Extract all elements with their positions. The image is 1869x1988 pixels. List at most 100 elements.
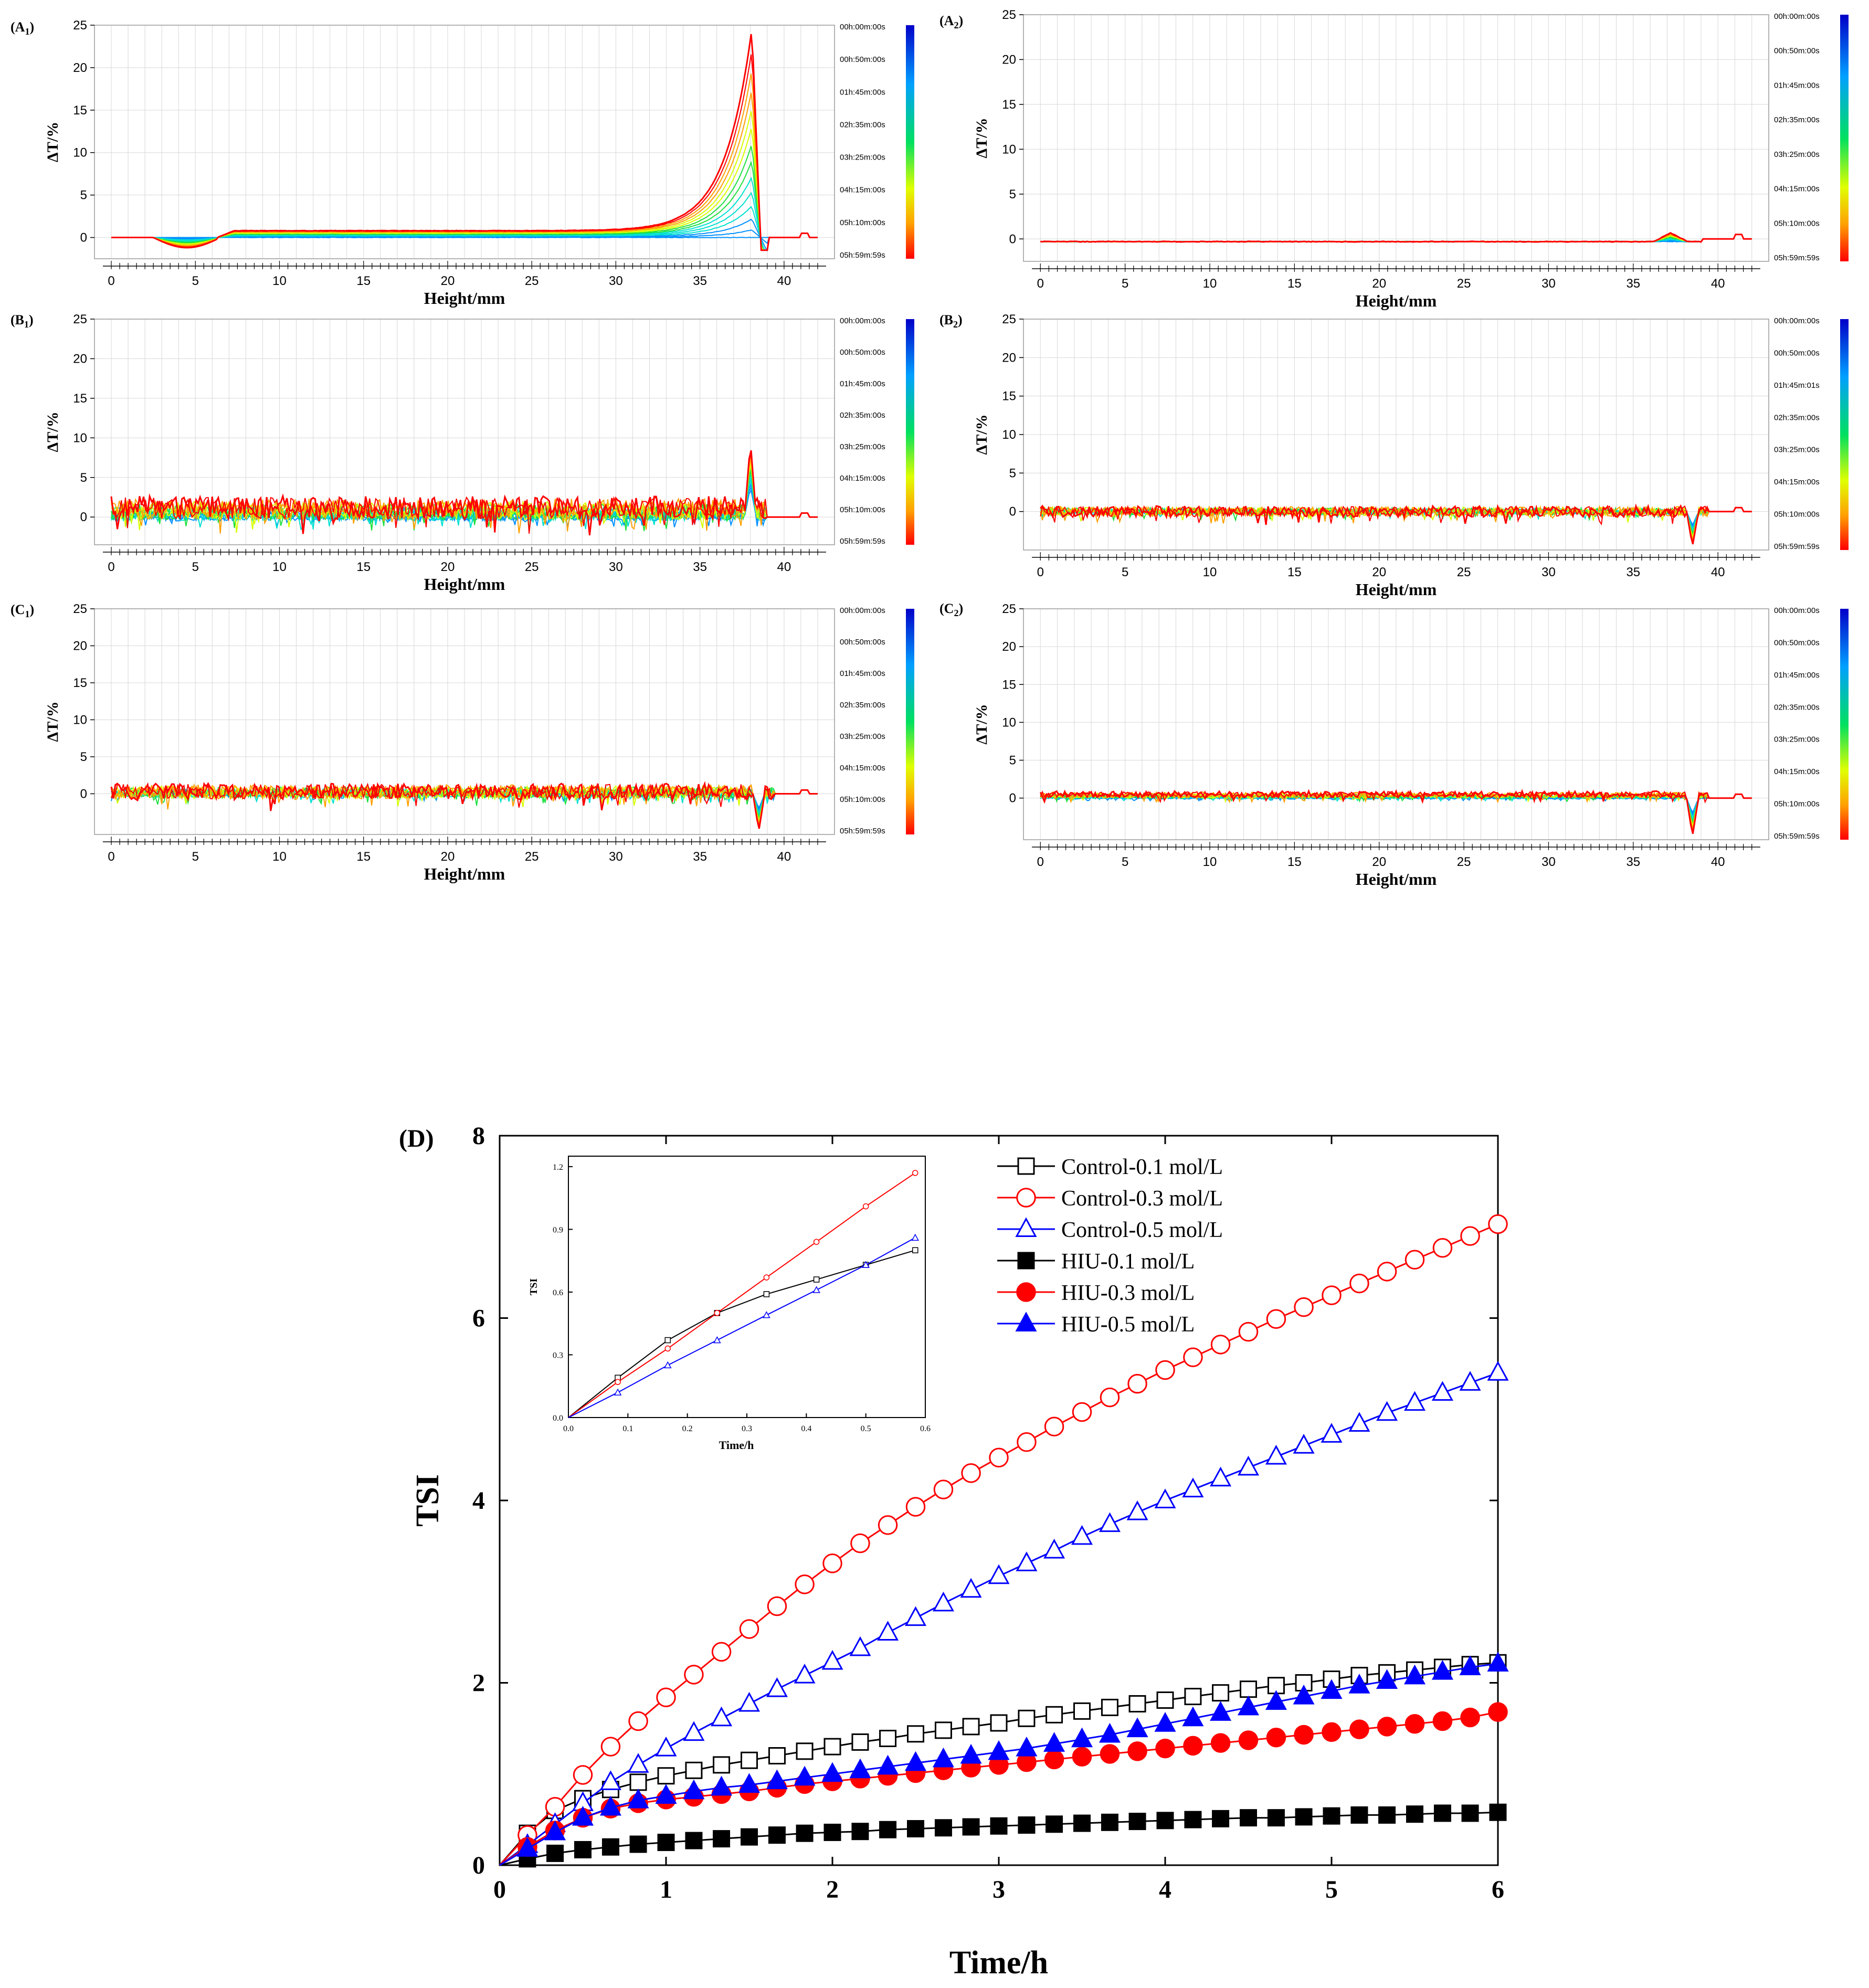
legend-label: Control-0.1 mol/L (1061, 1155, 1223, 1179)
data-point (546, 1844, 564, 1862)
y-tick-label: 0 (1009, 232, 1016, 246)
data-point (1099, 1512, 1121, 1532)
data-point (574, 1841, 592, 1858)
x-tick-label: 20 (441, 560, 455, 574)
plot-frame (94, 608, 835, 835)
data-point (1433, 1804, 1451, 1822)
data-point (1461, 1804, 1479, 1822)
data-point (1071, 1727, 1093, 1748)
inset-data-point (812, 1286, 820, 1293)
data-point (1072, 1747, 1092, 1767)
y-tick-label: 15 (1002, 98, 1016, 112)
panel-label-sub: 1 (25, 26, 29, 37)
x-tick-label: 0 (1037, 277, 1044, 291)
x-tick-label: 0 (108, 850, 114, 864)
data-point (684, 1665, 704, 1685)
data-point (904, 1751, 927, 1771)
data-point (1240, 1809, 1257, 1827)
y-axis-title: TSI (410, 1474, 446, 1527)
legend: Control-0.1 mol/L Control-0.3 mol/L Contro… (997, 1155, 1223, 1337)
x-tick-label: 6 (1492, 1876, 1504, 1904)
data-point (767, 1596, 787, 1616)
panel-label: (A1) (10, 19, 34, 37)
panel-label: (D) (399, 1125, 434, 1152)
time-colorbar (906, 609, 914, 834)
inset-frame (568, 1156, 926, 1418)
data-point (1376, 1401, 1398, 1421)
x-tick-label: 15 (1287, 565, 1302, 579)
data-point (1155, 1360, 1175, 1380)
chart-b1: (B1) 0 5 10 15 20 25 0 5 10 15 20 25 30 35 40 Height/mm Δ… (10, 312, 914, 594)
x-tick-label: 10 (272, 850, 287, 864)
data-point (1017, 1252, 1035, 1270)
x-tick-label: 1 (660, 1876, 672, 1904)
data-point (1156, 1691, 1174, 1709)
time-legend-label: 05h:10m:00s (840, 505, 885, 514)
time-colorbar (1840, 15, 1849, 261)
data-point (1348, 1674, 1370, 1694)
time-legend-label: 00h:00m:00s (840, 23, 885, 31)
inset-data-point (813, 1239, 820, 1245)
data-point (1182, 1706, 1204, 1727)
data-point (1403, 1391, 1426, 1411)
time-legend-label: 04h:15m:00s (840, 186, 885, 195)
data-point (657, 1767, 675, 1785)
data-point (1101, 1813, 1118, 1831)
data-point (934, 1819, 952, 1837)
panel-label-close: ) (958, 601, 963, 616)
data-point (1017, 1157, 1035, 1175)
data-point (1267, 1677, 1285, 1695)
panel-label-close: ) (29, 19, 34, 35)
inset-data-point (614, 1388, 622, 1395)
data-point (1265, 1690, 1287, 1710)
time-legend-label: 03h:25m:00s (840, 442, 885, 451)
panel-label: (B2) (939, 312, 963, 330)
y-tick-label: 20 (1002, 351, 1016, 365)
y-tick-label: 10 (73, 713, 87, 727)
data-point (1072, 1402, 1092, 1422)
x-tick-label: 10 (272, 274, 287, 288)
y-axis-title: ΔT/% (44, 701, 61, 742)
x-tick-label: 4 (1159, 1876, 1171, 1904)
panel-label: (B1) (10, 312, 34, 330)
panel-label-letter: (C (939, 601, 954, 616)
data-point (1210, 1733, 1231, 1753)
inset-data-point (912, 1247, 918, 1254)
data-point (1238, 1321, 1259, 1342)
time-colorbar (1840, 609, 1849, 840)
y-tick-label: 0 (472, 1852, 485, 1879)
time-legend-label: 05h:59m:59s (1774, 253, 1820, 262)
data-point (1321, 1423, 1343, 1443)
y-axis-title: ΔT/% (44, 122, 61, 162)
data-point (1156, 1812, 1174, 1830)
time-legend-label: 02h:35m:00s (1774, 703, 1820, 712)
y-tick-label: 8 (472, 1122, 485, 1150)
data-point (1266, 1728, 1286, 1748)
inset-y-tick-label: 0.9 (553, 1225, 563, 1234)
chart-c1: (C1) 0 5 10 15 20 25 0 5 10 15 20 25 30 35 40 Height/mm Δ… (10, 602, 914, 883)
time-legend-label: 03h:25m:00s (1774, 150, 1820, 159)
y-axis-title: ΔT/% (973, 414, 990, 454)
y-tick-label: 25 (73, 312, 87, 326)
data-point (685, 1832, 703, 1849)
time-legend-label: 05h:10m:00s (1774, 800, 1820, 809)
panel-label-sub: 2 (953, 319, 958, 330)
y-tick-label: 10 (1002, 428, 1016, 442)
x-tick-label: 0 (1037, 855, 1044, 869)
data-point (628, 1711, 648, 1731)
data-point (1016, 1551, 1038, 1571)
profile-curve (1040, 231, 1752, 243)
time-legend-label: 05h:10m:00s (840, 218, 885, 227)
panel-label-letter: (A (939, 13, 954, 28)
time-legend-label: 00h:00m:00s (840, 316, 885, 325)
data-point (877, 1754, 899, 1775)
data-point (1488, 1214, 1508, 1234)
legend-label: HIU-0.1 mol/L (1061, 1250, 1195, 1274)
legend-label: HIU-0.5 mol/L (1061, 1313, 1195, 1337)
time-colorbar (1840, 319, 1849, 550)
chart-b2: (B2) 0 5 10 15 20 25 0 5 10 15 20 25 30 35 40 Height/mm Δ… (939, 312, 1849, 599)
x-axis-title: Height/mm (1356, 870, 1437, 889)
data-point (878, 1515, 898, 1535)
panel-label-letter: (A (10, 19, 25, 35)
data-point (1431, 1381, 1453, 1401)
